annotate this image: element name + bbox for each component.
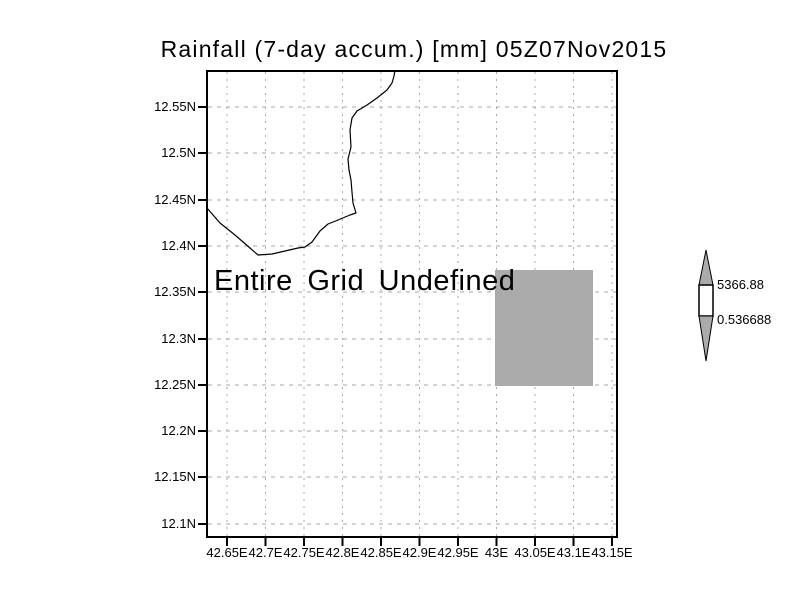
x-tick-label: 43.1E [556, 545, 591, 560]
colorbar-min-label: 0.536688 [717, 312, 772, 327]
y-tick-label: 12.15N [154, 469, 196, 484]
y-tick-label: 12.4N [161, 238, 196, 253]
y-axis-ticks [198, 106, 206, 525]
x-tick-label: 42.85E [360, 545, 402, 560]
y-tick-label: 12.1N [161, 516, 196, 531]
colorbar-max-label: 5366.88 [717, 277, 764, 292]
colorbar [698, 249, 714, 362]
y-tick-label: 12.2N [161, 423, 196, 438]
x-tick-label: 43.05E [514, 545, 556, 560]
colorbar-lower-arrow [698, 315, 714, 362]
colorbar-box [698, 284, 714, 317]
x-tick-label: 43.15E [591, 545, 633, 560]
plot-frame [206, 70, 618, 538]
x-tick-label: 42.65E [206, 545, 248, 560]
y-tick-label: 12.3N [161, 331, 196, 346]
coastline [206, 69, 396, 256]
grid-undefined-message: Entire Grid Undefined [214, 265, 516, 297]
y-tick-label: 12.25N [154, 377, 196, 392]
y-tick-label: 12.45N [154, 192, 196, 207]
x-axis-ticks [226, 538, 613, 546]
x-tick-label: 42.75E [283, 545, 325, 560]
y-tick-label: 12.35N [154, 284, 196, 299]
x-tick-label: 42.7E [248, 545, 283, 560]
x-tick-label: 43E [484, 545, 509, 560]
x-tick-label: 42.9E [402, 545, 437, 560]
x-tick-label: 42.95E [437, 545, 479, 560]
x-tick-label: 42.8E [325, 545, 360, 560]
shaded-grid-cell [495, 270, 593, 386]
y-tick-label: 12.55N [154, 99, 196, 114]
y-tick-label: 12.5N [161, 145, 196, 160]
plot-title: Rainfall (7-day accum.) [mm] 05Z07Nov201… [160, 36, 668, 62]
colorbar-upper-arrow [698, 249, 714, 286]
